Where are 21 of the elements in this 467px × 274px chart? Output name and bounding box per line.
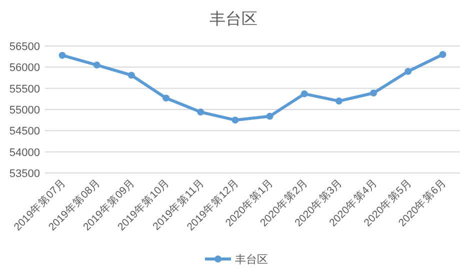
point (335, 98, 342, 105)
legend-label: 丰台区 (235, 253, 268, 266)
y-tick-label: 53500 (9, 168, 40, 180)
point (300, 90, 308, 98)
y-tick-label: 54500 (9, 126, 40, 138)
point (232, 116, 239, 124)
point (439, 50, 446, 58)
y-tick-label: 56000 (9, 62, 40, 74)
point (370, 89, 378, 96)
point (404, 68, 412, 75)
point (128, 72, 135, 79)
point (197, 108, 204, 116)
point (266, 112, 274, 120)
y-tick-label: 54000 (9, 146, 40, 159)
point (93, 62, 100, 69)
chart-title: 丰台区 (210, 10, 258, 28)
y-tick-label: 55000 (9, 104, 40, 116)
point (58, 52, 66, 59)
y-tick-label: 56500 (9, 41, 40, 53)
y-tick-label: 55500 (9, 83, 40, 96)
point (162, 94, 170, 102)
